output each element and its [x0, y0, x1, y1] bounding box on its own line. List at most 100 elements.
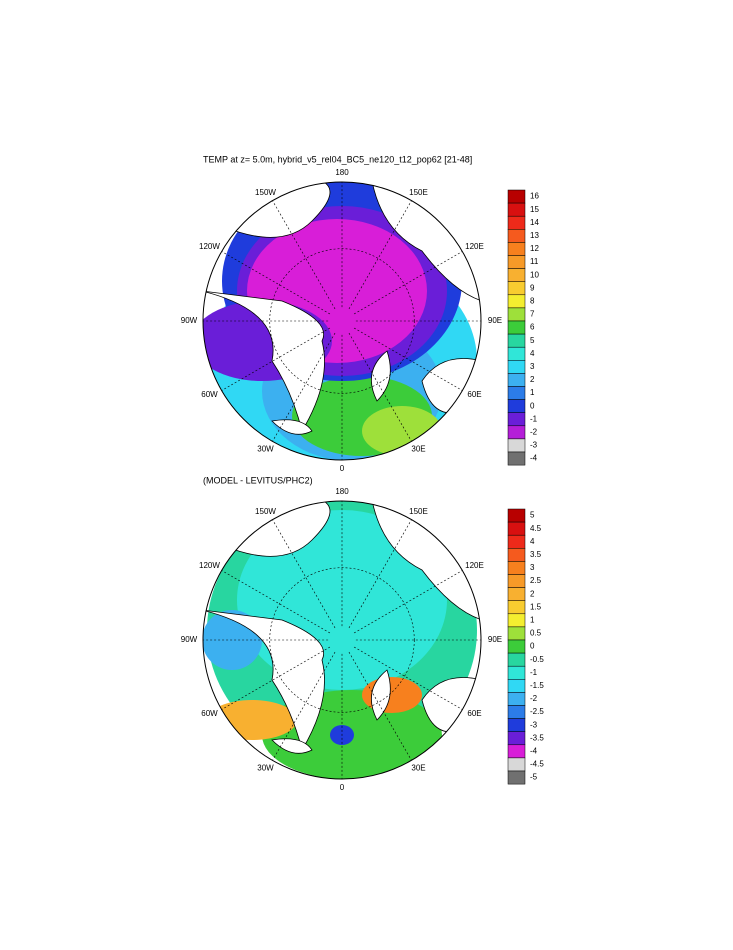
lon-label: 150W [255, 188, 276, 197]
colorbar-box [507, 412, 526, 427]
colorbar-label: -2.5 [530, 707, 544, 716]
colorbar-box [507, 229, 526, 243]
lat-circle [269, 248, 415, 394]
colorbar-box [507, 692, 526, 706]
colorbar-label: 5 [530, 336, 535, 345]
colorbar-label: 5 [530, 511, 535, 520]
colorbar-box [507, 333, 526, 348]
lon-label: 60W [201, 709, 218, 718]
colorbar-box [507, 451, 526, 466]
colorbar-label: -2 [530, 427, 538, 436]
meridian [353, 327, 463, 391]
colorbar-label: -1.5 [530, 681, 544, 690]
colorbar-box [507, 705, 526, 719]
lon-label: 120W [199, 242, 220, 251]
colorbar-box [507, 521, 526, 536]
lon-label: 120E [465, 242, 484, 251]
lon-label: 150W [255, 507, 276, 516]
meridian [348, 200, 412, 310]
meridian [353, 646, 463, 710]
colorbar-label: -0.5 [530, 655, 544, 664]
colorbar-label: 3 [530, 362, 535, 371]
colorbar-box [507, 548, 526, 562]
colorbar-box [507, 255, 526, 269]
colorbar-label: 9 [530, 283, 535, 292]
meridian [221, 570, 331, 634]
meridian [272, 519, 336, 629]
colorbar-label: 0.5 [530, 629, 542, 638]
colorbar-label: -4 [530, 746, 538, 755]
colorbar-label: 2 [530, 589, 535, 598]
lon-label: 30W [257, 444, 274, 453]
map-border [202, 181, 482, 461]
lon-label: 120E [465, 561, 484, 570]
colorbar-box [507, 373, 526, 387]
ocean-field [362, 406, 442, 456]
colorbar-box [507, 425, 526, 440]
colorbar-box [507, 189, 526, 204]
colorbar-label: 1 [530, 615, 535, 624]
land [370, 350, 391, 402]
lon-label: 60E [467, 709, 481, 718]
colorbar-label: -4 [530, 454, 538, 463]
colorbar-label: 2.5 [530, 576, 542, 585]
colorbar-label: 1.5 [530, 602, 542, 611]
lon-label: 0 [340, 464, 345, 473]
colorbar-box [507, 294, 526, 309]
colorbar-box [507, 399, 526, 413]
land [271, 419, 313, 435]
colorbar-box [507, 320, 526, 335]
colorbar-label: 0 [530, 642, 535, 651]
colorbar-label: 11 [530, 257, 539, 266]
colorbar-box [507, 386, 526, 400]
colorbar-box [507, 360, 526, 374]
lon-label: 30E [411, 763, 425, 772]
land [271, 738, 313, 754]
meridian [348, 332, 412, 442]
colorbar-box [507, 202, 526, 217]
colorbar-box [507, 281, 526, 296]
colorbar-label: -5 [530, 773, 538, 782]
colorbar-box [507, 534, 526, 549]
lon-label: 30W [257, 763, 274, 772]
colorbar-box [507, 587, 526, 601]
meridian [272, 651, 336, 761]
colorbar-box [507, 731, 526, 746]
meridian [348, 651, 412, 761]
colorbar-label: -3 [530, 720, 538, 729]
map-title: (MODEL - LEVITUS/PHC2) [203, 475, 313, 485]
colorbar-box [507, 757, 526, 772]
colorbar-label: 2 [530, 375, 535, 384]
colorbar-label: 6 [530, 323, 535, 332]
colorbar-label: -1 [530, 414, 538, 423]
colorbar-box [507, 346, 526, 361]
colorbar-box [507, 613, 526, 628]
colorbar-box [507, 215, 526, 230]
land [370, 669, 391, 721]
colorbar-box [507, 307, 526, 322]
ocean-field [207, 700, 297, 740]
colorbar-label: 1 [530, 388, 535, 397]
colorbar-box [507, 508, 526, 523]
colorbar-label: -2 [530, 694, 538, 703]
lon-label: 90E [488, 635, 502, 644]
colorbar-box [507, 665, 526, 680]
lon-label: 90W [181, 316, 198, 325]
colorbar-label: 16 [530, 192, 539, 201]
colorbar-box [507, 561, 526, 575]
map-title: TEMP at z= 5.0m, hybrid_v5_rel04_BC5_ne1… [203, 154, 472, 164]
lon-label: 0 [340, 783, 345, 792]
lon-label: 30E [411, 444, 425, 453]
colorbar-box [507, 626, 526, 641]
colorbar-box [507, 744, 526, 759]
colorbar-label: 4.5 [530, 524, 542, 533]
meridian [221, 327, 331, 391]
colorbar-label: -3.5 [530, 733, 544, 742]
lon-label: 180 [335, 487, 349, 496]
colorbar-box [507, 679, 526, 693]
map-field [203, 182, 481, 460]
lon-label: 60E [467, 390, 481, 399]
colorbar-label: 14 [530, 218, 539, 227]
colorbar-label: 4 [530, 537, 535, 546]
